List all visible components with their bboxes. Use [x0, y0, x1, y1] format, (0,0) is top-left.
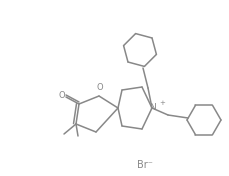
Text: N: N: [149, 103, 156, 112]
Text: O: O: [96, 83, 103, 93]
Text: +: +: [158, 100, 164, 106]
Text: O: O: [58, 92, 65, 100]
Text: Br⁻: Br⁻: [136, 160, 152, 169]
